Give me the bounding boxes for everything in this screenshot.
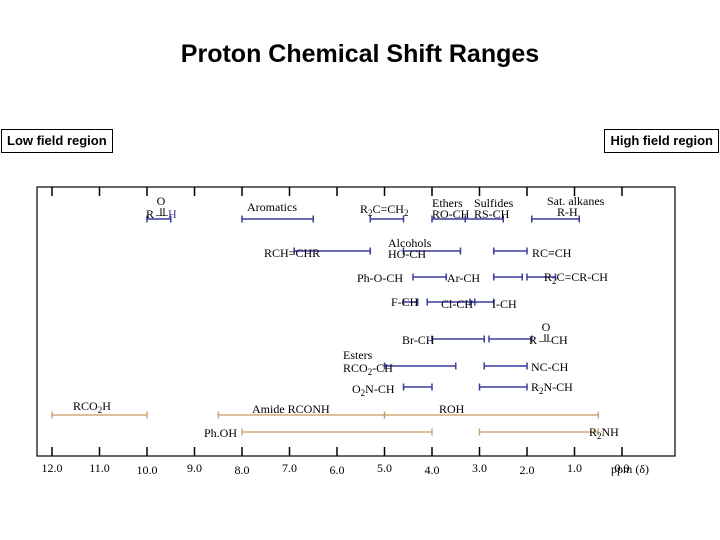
x-tick-label-3: 9.0 (187, 461, 202, 475)
page-title: Proton Chemical Shift Ranges (180, 40, 540, 68)
range-label-alkane-rh: R-H (557, 205, 578, 219)
plot-border (36, 186, 676, 457)
range-label-aldehyde-o: O (157, 194, 166, 208)
x-axis: 12.0 11.0 10.0 9.0 8.0 7.0 6.0 5.0 4.0 3.0 2.0 1.0 0… (42, 447, 630, 477)
high-field-region-label: High field region (604, 129, 719, 153)
x-tick-label-4: 8.0 (235, 463, 250, 477)
range-bars (51, 215, 599, 436)
range-label-alkene-ch2: R2C=CH2 (360, 202, 408, 218)
range-label-brch: Br-CH (402, 333, 435, 347)
range-label-sulfides: Sulfides (474, 196, 514, 210)
range-label-phoh: Ph.OH (204, 426, 237, 440)
range-label-ich: I-CH (492, 297, 517, 311)
range-label-alcohols: Alcohols (388, 236, 432, 250)
range-label-sulfides-group: RS-CH (474, 207, 510, 221)
x-tick-label-11: 1.0 (567, 461, 582, 475)
chart-frame (36, 186, 676, 457)
range-label-roh: ROH (439, 402, 465, 416)
x-tick-label-9: 3.0 (472, 461, 487, 475)
range-label-ethers: Ethers (432, 196, 463, 210)
x-tick-label-10: 2.0 (520, 463, 535, 477)
range-label-aromatics: Aromatics (247, 200, 297, 214)
range-label-allylic: R2C=CR-CH (544, 270, 608, 286)
range-label-ketone: R —CH (529, 333, 568, 347)
range-label-fch: F-CH (391, 295, 419, 309)
x-tick-label-12: 0.0 (615, 461, 630, 475)
range-label-alkyne: RC≡CH (532, 246, 572, 260)
x-tick-label-8: 4.0 (425, 463, 440, 477)
range-label-sat-alkanes: Sat. alkanes (547, 194, 605, 208)
x-axis-unit-label: ppm (δ) (611, 462, 649, 476)
range-label-esters-group: RCO2-CH (343, 361, 393, 377)
range-label-aldehyde: R —H (146, 207, 177, 221)
range-label-amide: Amide RCONH (252, 402, 330, 416)
x-tick-label-5: 7.0 (282, 461, 297, 475)
x-tick-label-2: 10.0 (137, 463, 158, 477)
x-tick-label-0: 12.0 (42, 461, 63, 475)
low-field-region-label: Low field region (1, 129, 113, 153)
range-label-r2nch: R2N-CH (531, 380, 573, 396)
range-label-o2nch: O2N-CH (352, 382, 395, 398)
range-label-clch: Cl-CH (441, 297, 473, 311)
x-tick-label-1: 11.0 (89, 461, 110, 475)
range-label-phoch: Ph-O-CH (357, 271, 403, 285)
range-label-arch: Ar-CH (447, 271, 480, 285)
range-label-ketone-o: O (542, 320, 551, 334)
range-labels: O R —H Aromatics R2C=CH2 Ethers RO-CH Sul… (73, 194, 619, 441)
range-label-ncch: NC-CH (531, 360, 569, 374)
range-label-rco2h: RCO2H (73, 399, 111, 415)
x-tick-label-6: 6.0 (330, 463, 345, 477)
range-label-esters: Esters (343, 348, 373, 362)
range-label-rchchr: RCH=CHR (264, 246, 320, 260)
range-label-r2nh: R2NH (589, 425, 619, 441)
x-tick-label-7: 5.0 (377, 461, 392, 475)
range-label-alcohols-group: HO-CH (388, 247, 426, 261)
range-label-ethers-group: RO-CH (432, 207, 470, 221)
